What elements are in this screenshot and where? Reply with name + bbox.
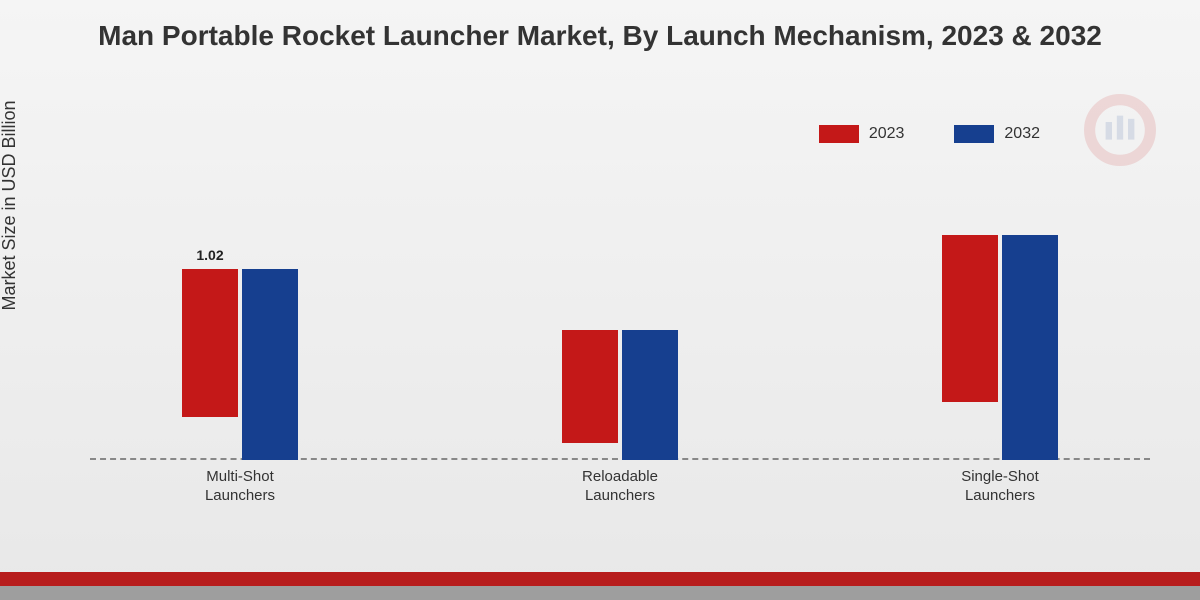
chart-title: Man Portable Rocket Launcher Market, By …	[0, 20, 1200, 52]
x-label-reloadable: Reloadable Launchers	[582, 468, 658, 506]
legend-item-2032: 2032	[954, 125, 1040, 143]
bar-multishot-2023: 1.02	[182, 269, 238, 417]
bar-reloadable-2032	[622, 330, 678, 461]
legend-item-2023: 2023	[819, 125, 905, 143]
chart-container: Man Portable Rocket Launcher Market, By …	[0, 0, 1200, 600]
footer-bar-red	[0, 572, 1200, 586]
bar-value-label: 1.02	[196, 247, 223, 263]
y-axis-label: Market Size in USD Billion	[0, 100, 20, 310]
legend: 2023 2032	[819, 125, 1040, 143]
bar-group-singleshot: Single-Shot Launchers	[910, 235, 1090, 460]
bar-singleshot-2023	[942, 235, 998, 402]
bar-group-reloadable: Reloadable Launchers	[530, 330, 710, 461]
watermark-icon	[1080, 90, 1160, 170]
plot-area: 1.02 Multi-Shot Launchers Reloadable Lau…	[90, 170, 1150, 460]
x-label-multishot: Multi-Shot Launchers	[205, 468, 275, 506]
bar-group-multishot: 1.02 Multi-Shot Launchers	[150, 269, 330, 460]
footer-bar-gray	[0, 586, 1200, 600]
bar-singleshot-2032	[1002, 235, 1058, 460]
legend-label-2032: 2032	[1004, 125, 1040, 143]
legend-label-2023: 2023	[869, 125, 905, 143]
bar-reloadable-2023	[562, 330, 618, 443]
bar-multishot-2032	[242, 269, 298, 460]
x-label-singleshot: Single-Shot Launchers	[961, 468, 1039, 506]
legend-swatch-2023	[819, 125, 859, 143]
legend-swatch-2032	[954, 125, 994, 143]
